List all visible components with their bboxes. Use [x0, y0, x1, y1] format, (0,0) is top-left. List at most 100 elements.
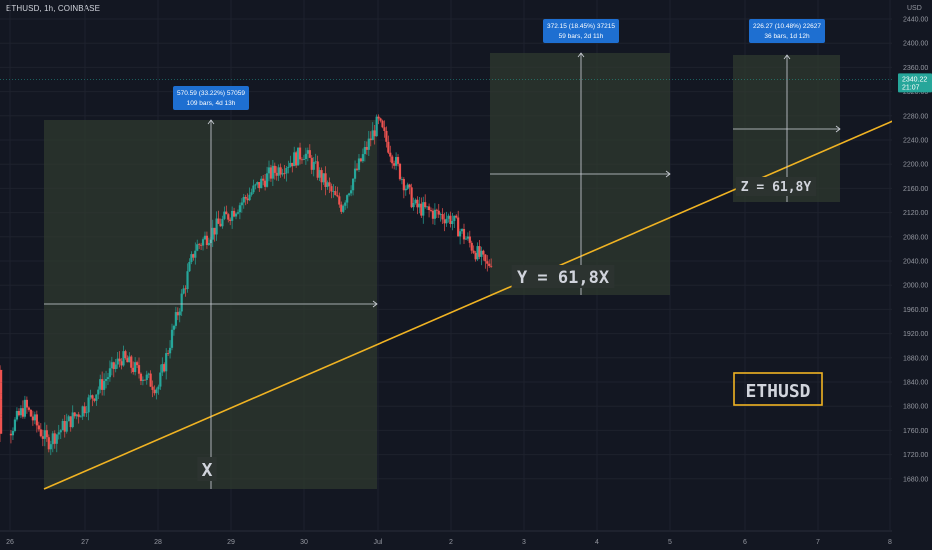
candle [326, 180, 329, 190]
candle [359, 157, 363, 163]
candle [21, 400, 25, 419]
candle [106, 372, 110, 385]
candle [165, 348, 168, 380]
candle [459, 228, 462, 245]
measure-label[interactable]: 372.15 (18.45%) 37215 59 bars, 2d 11h [543, 19, 619, 43]
candle [449, 211, 452, 228]
candle [260, 176, 263, 189]
trendline-line[interactable] [43, 103, 932, 490]
candle [433, 203, 436, 225]
candle [480, 246, 483, 266]
arrow-right-icon [665, 170, 671, 178]
measure-ranges [44, 53, 840, 489]
annotation-bg [511, 265, 615, 288]
candle [298, 142, 302, 165]
candle [207, 237, 210, 246]
candle [252, 179, 255, 194]
candle [112, 361, 115, 378]
candle [387, 135, 390, 155]
candle [211, 219, 214, 248]
trendline[interactable] [43, 103, 932, 490]
candle [49, 440, 52, 456]
candle [53, 430, 56, 449]
candle [441, 208, 444, 224]
candle [35, 410, 38, 433]
candle [132, 361, 135, 375]
candle [225, 205, 228, 215]
candle [178, 308, 181, 323]
candle [396, 154, 400, 167]
candle [213, 227, 216, 242]
candle [168, 340, 172, 359]
time-tick-label: 26 [6, 539, 14, 546]
candle [312, 157, 315, 177]
candle [381, 119, 384, 129]
candle [192, 253, 195, 261]
candle [134, 357, 137, 376]
price-tick-label: 1920.00 [903, 331, 928, 338]
time-axis[interactable]: 26 27 28 29 30 Jul 2 3 4 5 6 7 8 [0, 530, 892, 546]
candle [371, 122, 374, 141]
candle [346, 194, 349, 209]
candle [145, 370, 148, 385]
annotation-text[interactable]: X [202, 460, 213, 481]
time-tick-label: 6 [743, 539, 747, 546]
candle [27, 406, 30, 412]
candle [101, 371, 104, 396]
candle [484, 254, 487, 269]
symbol-header[interactable]: ETHUSD, 1h, COINBASE [6, 4, 101, 13]
candle [267, 160, 271, 182]
candle [238, 202, 241, 220]
time-tick-label: 3 [522, 539, 526, 546]
price-tick-label: 2320.00 [903, 89, 928, 96]
candle [137, 357, 141, 379]
candle [9, 430, 13, 444]
candle [472, 245, 475, 255]
watermark-layer: ETHUSD [733, 372, 823, 406]
candle [227, 213, 230, 223]
candle [308, 144, 311, 158]
annotation-text[interactable]: Y = 61,8X [517, 268, 610, 288]
candle [353, 160, 357, 183]
candle [427, 203, 431, 218]
annotation-text[interactable]: Z = 61,8Y [741, 180, 812, 195]
candle [476, 242, 479, 261]
candle [0, 366, 3, 387]
candle [205, 231, 209, 249]
measure-label[interactable]: 226.27 (10.48%) 22627 36 bars, 1d 12h [749, 19, 825, 43]
candle [184, 285, 187, 297]
candle [357, 153, 361, 172]
candle [174, 306, 177, 329]
price-tick-label: 2240.00 [903, 138, 928, 145]
time-tick-label: 4 [595, 539, 599, 546]
candle [340, 201, 343, 214]
candle [293, 146, 296, 167]
candle [41, 429, 44, 447]
measure-label[interactable]: 570.59 (33.22%) 57059 109 bars, 4d 13h [173, 86, 249, 110]
candle [420, 197, 423, 218]
candle [344, 200, 347, 210]
watermark-text: ETHUSD [745, 381, 810, 402]
candle [453, 215, 456, 229]
candle [108, 360, 112, 382]
candle [147, 372, 150, 379]
candle [291, 162, 294, 173]
candle [234, 212, 238, 220]
arrow-right-icon [835, 125, 841, 133]
candle [363, 140, 366, 162]
price-tick-label: 1880.00 [903, 355, 928, 362]
candle [229, 217, 232, 226]
arrow-up-icon [207, 119, 215, 125]
candle [379, 117, 382, 123]
candle [385, 126, 388, 148]
time-tick-label: 7 [816, 539, 820, 546]
candle [256, 181, 259, 188]
candle [15, 407, 19, 422]
candle [431, 208, 435, 225]
price-tick-label: 1960.00 [903, 307, 928, 314]
measure-range-box[interactable] [44, 120, 377, 489]
candle [151, 380, 154, 398]
